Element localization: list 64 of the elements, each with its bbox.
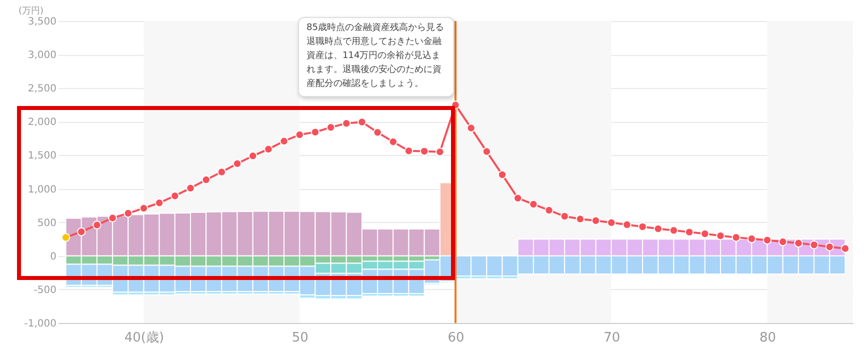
y-tick-label: 2,000 <box>28 117 56 128</box>
y-tick-label: 3,000 <box>28 50 56 62</box>
point <box>498 170 507 180</box>
point <box>529 200 538 209</box>
y-tick-label: 2,500 <box>28 84 56 95</box>
point <box>482 147 492 156</box>
point <box>373 128 382 137</box>
x-tick-label: 70 <box>604 330 620 346</box>
y-axis-title: (万円) <box>18 6 44 16</box>
point <box>77 227 86 236</box>
point <box>92 220 102 230</box>
point <box>591 216 600 226</box>
y-tick-label: 500 <box>37 218 56 229</box>
point <box>436 148 444 156</box>
x-tick-label: 50 <box>292 330 308 346</box>
point <box>388 137 398 146</box>
point <box>108 214 117 222</box>
x-tick-label: 60 <box>448 330 464 346</box>
point <box>684 228 694 236</box>
point <box>576 214 585 224</box>
point <box>669 226 678 235</box>
point <box>700 229 710 238</box>
point <box>810 240 818 250</box>
point <box>560 212 569 221</box>
point <box>170 191 180 200</box>
point <box>747 234 756 244</box>
x-tick-label: 40(歳) <box>124 330 164 346</box>
point <box>358 118 366 126</box>
point <box>139 204 148 213</box>
point <box>280 136 288 146</box>
point <box>732 233 740 242</box>
point <box>186 184 195 192</box>
point <box>825 242 834 252</box>
point <box>202 175 210 184</box>
point <box>794 238 803 248</box>
point <box>762 236 772 244</box>
point <box>232 159 242 168</box>
point <box>248 152 258 160</box>
y-tick-label: -500 <box>34 284 56 296</box>
y-tick-label: 1,000 <box>28 184 56 196</box>
x-tick-label: 80 <box>759 330 776 346</box>
point <box>544 206 554 215</box>
point <box>716 231 725 240</box>
y-tick-label: 3,500 <box>28 16 56 28</box>
point <box>840 244 850 253</box>
point <box>61 233 70 242</box>
point <box>154 198 164 208</box>
y-tick-label: -1,000 <box>24 318 56 330</box>
annotation: 85歳時点の金融資産残高から見る退職時点で用意しておきたい金融資産は、114万円の余裕が見込まれます。退職後の安心のために資産配分の確認をしましょう。 <box>298 16 454 97</box>
point <box>217 168 226 176</box>
y-tick-label: 0 <box>50 251 56 262</box>
y-tick-label: 1,500 <box>28 150 56 162</box>
point <box>420 146 429 156</box>
point <box>124 208 133 218</box>
point <box>607 218 616 228</box>
point <box>310 128 320 136</box>
point <box>466 124 476 132</box>
point <box>295 130 304 140</box>
point <box>778 237 788 246</box>
point <box>513 194 522 203</box>
point <box>654 224 663 234</box>
point <box>638 222 647 232</box>
point <box>326 123 336 132</box>
point <box>264 144 273 154</box>
